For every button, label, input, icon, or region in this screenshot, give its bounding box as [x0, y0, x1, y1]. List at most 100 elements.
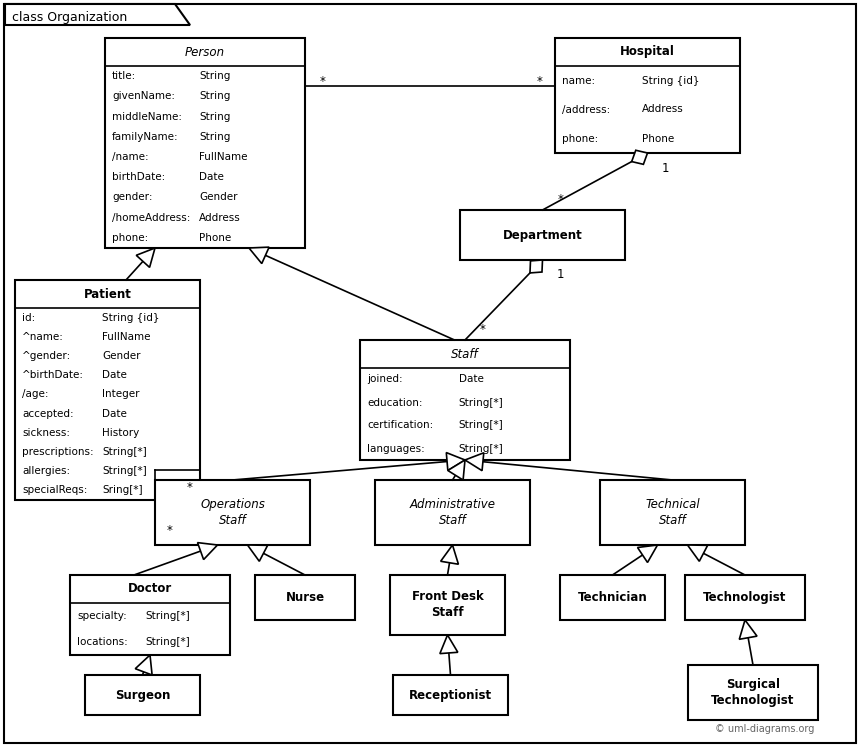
- Text: Gender: Gender: [199, 193, 237, 202]
- Text: FullName: FullName: [102, 332, 150, 342]
- Text: specialReqs:: specialReqs:: [22, 486, 88, 495]
- Polygon shape: [465, 453, 484, 471]
- Bar: [255, 575, 355, 620]
- Text: joined:: joined:: [367, 374, 402, 385]
- Text: Hospital: Hospital: [620, 46, 675, 58]
- Text: FullName: FullName: [199, 152, 248, 162]
- Text: String: String: [199, 91, 230, 102]
- Polygon shape: [440, 545, 458, 564]
- Text: familyName:: familyName:: [112, 131, 179, 142]
- Text: String {id}: String {id}: [102, 312, 159, 323]
- Bar: [460, 210, 625, 260]
- Polygon shape: [448, 460, 465, 480]
- Text: Sring[*]: Sring[*]: [102, 486, 143, 495]
- Bar: [685, 575, 805, 620]
- Text: String[*]: String[*]: [145, 611, 190, 621]
- Text: Phone: Phone: [642, 134, 674, 143]
- Text: ^name:: ^name:: [22, 332, 64, 342]
- Text: ^birthDate:: ^birthDate:: [22, 371, 84, 380]
- Bar: [390, 575, 505, 635]
- Text: ^gender:: ^gender:: [22, 351, 71, 361]
- Text: Date: Date: [458, 374, 483, 385]
- Text: Gender: Gender: [102, 351, 140, 361]
- Polygon shape: [198, 542, 218, 560]
- Text: Person: Person: [185, 46, 225, 58]
- Polygon shape: [637, 545, 658, 562]
- Text: id:: id:: [22, 312, 35, 323]
- Text: Administrative
Staff: Administrative Staff: [409, 498, 495, 527]
- Text: Front Desk
Staff: Front Desk Staff: [412, 590, 483, 619]
- Text: locations:: locations:: [77, 637, 128, 647]
- Text: specialty:: specialty:: [77, 611, 126, 621]
- Text: Department: Department: [502, 229, 582, 241]
- Polygon shape: [5, 4, 190, 25]
- Text: Doctor: Doctor: [128, 583, 172, 595]
- Bar: [360, 340, 570, 460]
- Text: © uml-diagrams.org: © uml-diagrams.org: [716, 724, 814, 734]
- Text: 1: 1: [556, 268, 564, 282]
- Bar: [393, 675, 508, 715]
- Text: gender:: gender:: [112, 193, 152, 202]
- Text: Date: Date: [199, 173, 224, 182]
- Bar: [600, 480, 745, 545]
- Text: languages:: languages:: [367, 444, 425, 453]
- Text: /address:: /address:: [562, 105, 611, 114]
- Text: String {id}: String {id}: [642, 75, 699, 85]
- Bar: [15, 280, 200, 500]
- Text: String[*]: String[*]: [102, 447, 147, 457]
- Text: education:: education:: [367, 397, 422, 408]
- Text: 1: 1: [661, 161, 669, 175]
- Text: Receptionist: Receptionist: [409, 689, 492, 701]
- Text: givenName:: givenName:: [112, 91, 175, 102]
- Text: Surgical
Technologist: Surgical Technologist: [711, 678, 795, 707]
- Text: class Organization: class Organization: [12, 10, 127, 23]
- Text: Patient: Patient: [83, 288, 132, 300]
- Text: Address: Address: [642, 105, 684, 114]
- Text: History: History: [102, 428, 139, 438]
- Polygon shape: [135, 655, 152, 675]
- Text: *: *: [557, 193, 563, 206]
- Polygon shape: [249, 247, 269, 264]
- Text: Address: Address: [199, 213, 241, 223]
- Text: String[*]: String[*]: [145, 637, 190, 647]
- Text: *: *: [537, 75, 543, 87]
- Text: String: String: [199, 71, 230, 81]
- Text: Technical
Staff: Technical Staff: [645, 498, 700, 527]
- Text: Date: Date: [102, 409, 126, 418]
- Bar: [70, 575, 230, 655]
- Bar: [375, 480, 530, 545]
- Text: middleName:: middleName:: [112, 111, 182, 122]
- Text: Staff: Staff: [452, 347, 479, 361]
- Text: String: String: [199, 131, 230, 142]
- Text: Nurse: Nurse: [286, 591, 324, 604]
- Polygon shape: [687, 545, 708, 561]
- Text: /age:: /age:: [22, 389, 48, 400]
- Polygon shape: [439, 635, 458, 654]
- Text: String[*]: String[*]: [102, 466, 147, 476]
- Bar: [560, 575, 665, 620]
- Text: Technologist: Technologist: [703, 591, 787, 604]
- Text: Date: Date: [102, 371, 126, 380]
- Text: Integer: Integer: [102, 389, 139, 400]
- Text: String: String: [199, 111, 230, 122]
- Text: certification:: certification:: [367, 421, 433, 430]
- Text: /homeAddress:: /homeAddress:: [112, 213, 190, 223]
- Text: prescriptions:: prescriptions:: [22, 447, 94, 457]
- Text: sickness:: sickness:: [22, 428, 70, 438]
- Text: *: *: [320, 75, 326, 87]
- Bar: [105, 38, 305, 248]
- Text: Operations
Staff: Operations Staff: [200, 498, 265, 527]
- Text: *: *: [167, 524, 173, 537]
- Bar: [688, 665, 818, 720]
- Text: *: *: [480, 323, 486, 336]
- Text: allergies:: allergies:: [22, 466, 71, 476]
- Text: phone:: phone:: [112, 233, 148, 243]
- Text: /name:: /name:: [112, 152, 149, 162]
- Text: Surgeon: Surgeon: [115, 689, 170, 701]
- Polygon shape: [632, 150, 648, 164]
- Text: title:: title:: [112, 71, 136, 81]
- Text: String[*]: String[*]: [458, 397, 503, 408]
- Bar: [155, 480, 310, 545]
- Bar: [85, 675, 200, 715]
- Text: Technician: Technician: [578, 591, 648, 604]
